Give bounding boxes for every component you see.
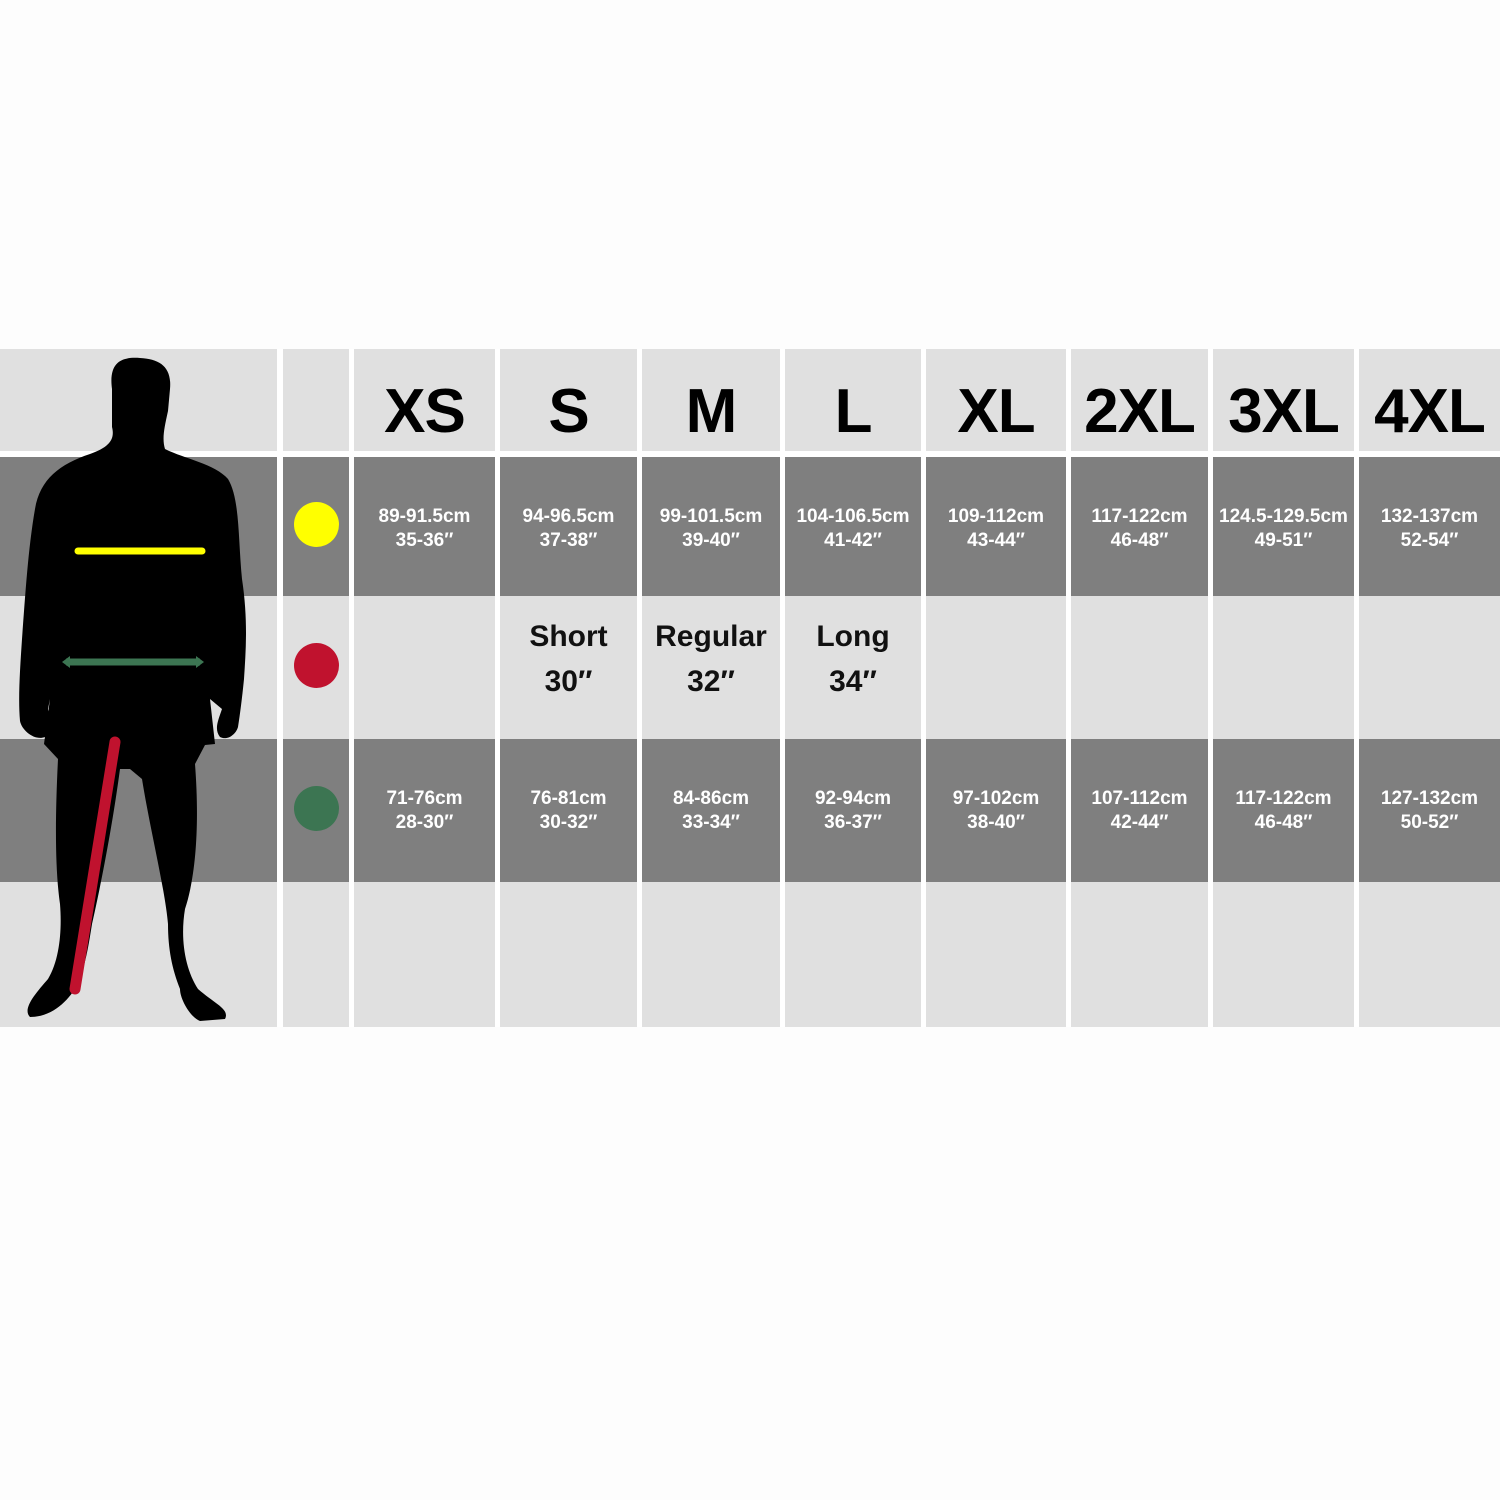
value-line-2: 46-48″ (1110, 530, 1169, 551)
value-line-1: 127-132cm (1380, 788, 1479, 809)
size-header-XL: XL (926, 349, 1066, 451)
value-line-1: 94-96.5cm (522, 506, 615, 527)
size-label: S (548, 377, 589, 446)
red-dot-icon (293, 643, 339, 688)
size-header-XS: XS (354, 349, 495, 451)
value-line-2: 28-30″ (395, 812, 454, 833)
icon-cell (283, 457, 349, 596)
value-line-1: 117-122cm (1091, 506, 1188, 527)
value-line-2: 46-48″ (1254, 812, 1313, 833)
size-label: 3XL (1228, 377, 1340, 446)
inseam-line (69, 736, 121, 995)
measurement-cell: 107-112cm 42-44″ (1071, 739, 1208, 882)
value-line-2: 50-52″ (1400, 812, 1459, 833)
value-line-1: 124.5-129.5cm (1219, 506, 1348, 527)
value-line-2: 41-42″ (824, 530, 882, 551)
empty-cell (1213, 882, 1354, 1027)
measurement-cell: 94-96.5cm 37-38″ (500, 457, 637, 596)
value-line-1: Long (816, 620, 890, 653)
value-line-2: 49-51″ (1254, 530, 1313, 551)
value-line-1: 97-102cm (952, 788, 1040, 809)
value-line-2: 39-40″ (682, 530, 740, 551)
value-line-2: 37-38″ (539, 530, 598, 551)
empty-cell (500, 882, 637, 1027)
value-line-1: 92-94cm (814, 788, 892, 809)
value-line-1: 117-122cm (1235, 788, 1332, 809)
icon-cell (283, 882, 349, 1027)
empty-cell (1359, 882, 1500, 1027)
measurement-cell: 76-81cm 30-32″ (500, 739, 637, 882)
measurement-cell (1359, 596, 1500, 739)
body-silhouette-icon (19, 357, 247, 1021)
empty-cell (1071, 882, 1208, 1027)
value-line-2: 33-34″ (682, 812, 740, 833)
value-line-2: 30-32″ (539, 812, 598, 833)
value-line-1: 132-137cm (1380, 506, 1479, 527)
size-chart: XS 89-91.5cm 35-36″ 71-76cm 28-30″ S 94-96.5cm… (0, 349, 1500, 1027)
measurement-cell: 97-102cm 38-40″ (926, 739, 1066, 882)
value-line-2: 52-54″ (1400, 530, 1459, 551)
empty-cell (642, 882, 780, 1027)
measurement-cell: Long 34″ (785, 596, 921, 739)
value-line-2: 34″ (829, 665, 877, 698)
value-line-2: 42-44″ (1110, 812, 1169, 833)
measurement-cell: 104-106.5cm 41-42″ (785, 457, 921, 596)
icon-cell (283, 349, 349, 451)
value-line-1: Regular (655, 620, 767, 653)
measurement-cell: 99-101.5cm 39-40″ (642, 457, 780, 596)
size-header-L: L (785, 349, 921, 451)
size-label: M (685, 377, 738, 446)
value-line-1: 107-112cm (1091, 788, 1188, 809)
value-line-2: 36-37″ (824, 812, 882, 833)
value-line-1: 104-106.5cm (796, 506, 910, 527)
measurement-cell: 132-137cm 52-54″ (1359, 457, 1500, 596)
value-line-1: 71-76cm (386, 788, 463, 809)
value-line-1: 89-91.5cm (378, 506, 471, 527)
measurement-cell: 109-112cm 43-44″ (926, 457, 1066, 596)
value-line-2: 35-36″ (395, 530, 454, 551)
green-dot-icon (293, 786, 339, 831)
value-line-1: 99-101.5cm (659, 506, 763, 527)
value-line-1: 76-81cm (530, 788, 607, 809)
measurement-cell: 92-94cm 36-37″ (785, 739, 921, 882)
measurement-cell: Short 30″ (500, 596, 637, 739)
measurement-cell: 89-91.5cm 35-36″ (354, 457, 495, 596)
size-header-2XL: 2XL (1071, 349, 1208, 451)
size-label: L (834, 377, 873, 446)
measurement-cell: 71-76cm 28-30″ (354, 739, 495, 882)
size-label: 4XL (1374, 377, 1486, 446)
measurement-cell (354, 596, 495, 739)
yellow-dot-icon (293, 502, 339, 547)
icon-cell (283, 739, 349, 882)
measurement-cell: 117-122cm 46-48″ (1071, 457, 1208, 596)
value-line-2: 43-44″ (967, 530, 1025, 551)
value-line-2: 32″ (687, 665, 735, 698)
empty-cell (785, 882, 921, 1027)
value-line-1: 109-112cm (947, 506, 1045, 527)
value-line-2: 30″ (544, 665, 593, 698)
empty-cell (354, 882, 495, 1027)
size-header-S: S (500, 349, 637, 451)
empty-cell (926, 882, 1066, 1027)
measurement-cell: 84-86cm 33-34″ (642, 739, 780, 882)
icon-cell (283, 596, 349, 739)
value-line-2: 38-40″ (967, 812, 1025, 833)
value-line-1: 84-86cm (672, 788, 750, 809)
size-header-3XL: 3XL (1213, 349, 1354, 451)
measurement-cell: Regular 32″ (642, 596, 780, 739)
measurement-cell (1071, 596, 1208, 739)
measurement-cell (1213, 596, 1354, 739)
size-header-4XL: 4XL (1359, 349, 1500, 451)
size-label: 2XL (1084, 377, 1196, 446)
size-header-M: M (642, 349, 780, 451)
size-label: XL (957, 377, 1035, 446)
measurement-cell (926, 596, 1066, 739)
measurement-cell: 127-132cm 50-52″ (1359, 739, 1500, 882)
value-line-1: Short (529, 620, 608, 653)
size-label: XS (384, 377, 466, 446)
measurement-cell: 117-122cm 46-48″ (1213, 739, 1354, 882)
measurement-cell: 124.5-129.5cm 49-51″ (1213, 457, 1354, 596)
